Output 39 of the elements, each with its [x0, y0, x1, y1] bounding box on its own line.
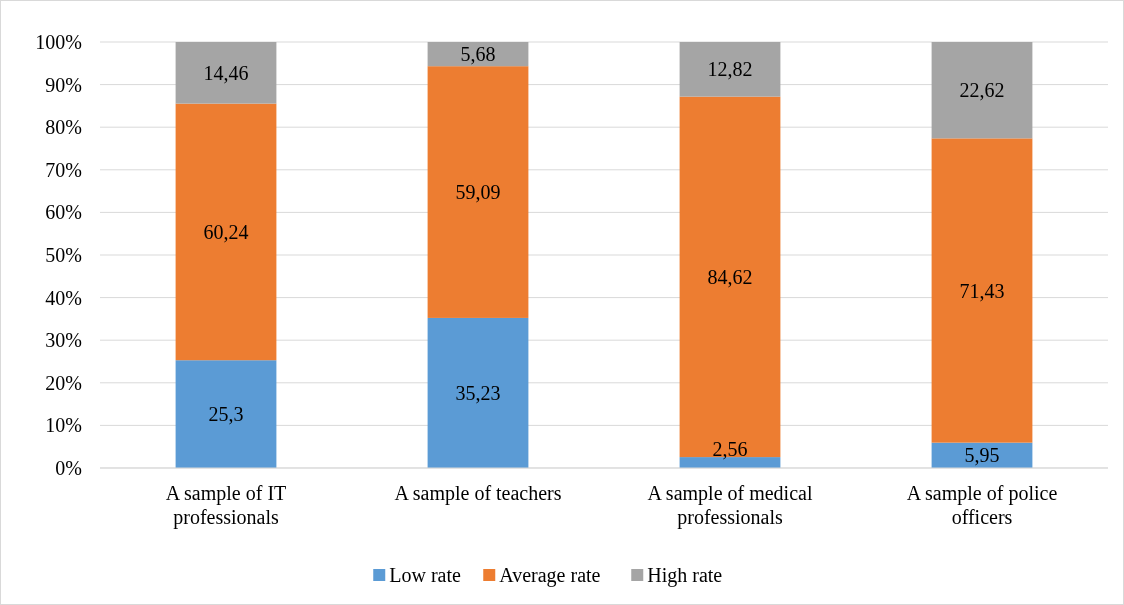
- y-tick-label: 50%: [45, 244, 82, 266]
- data-label: 2,56: [712, 438, 748, 461]
- y-tick-label: 10%: [45, 414, 82, 437]
- x-tick-label: A sample of medical professionals: [647, 482, 813, 529]
- bar: [175, 360, 277, 468]
- bar: [427, 317, 529, 468]
- bar: [931, 42, 1033, 139]
- y-tick-label: 0%: [55, 457, 82, 479]
- y-tick-label: 80%: [45, 116, 82, 139]
- data-label: 14,46: [203, 61, 249, 84]
- y-tick-label: 30%: [45, 329, 82, 352]
- data-label: 25,3: [208, 403, 244, 426]
- data-label: 60,24: [203, 220, 249, 243]
- data-label: 59,09: [455, 181, 501, 204]
- bar: [175, 103, 277, 361]
- data-label: 22,62: [959, 79, 1005, 102]
- legend-label: High rate: [647, 564, 723, 587]
- y-tick-label: 20%: [45, 371, 82, 394]
- bar: [931, 138, 1033, 443]
- y-tick-label: 100%: [35, 31, 82, 53]
- legend-label: Low rate: [389, 564, 461, 586]
- data-label: 5,68: [460, 43, 496, 66]
- data-label: 71,43: [959, 279, 1005, 302]
- y-tick-label: 90%: [45, 73, 82, 96]
- y-tick-label: 40%: [45, 286, 82, 309]
- bar: [679, 96, 781, 458]
- data-label: 5,95: [964, 444, 1000, 467]
- data-label: 35,23: [455, 381, 501, 404]
- y-tick-label: 60%: [45, 201, 82, 224]
- data-label: 12,82: [707, 58, 753, 81]
- y-tick-label: 70%: [45, 158, 82, 181]
- bar: [679, 42, 781, 97]
- x-tick-label: A sample of police officers: [906, 482, 1058, 528]
- bar: [175, 42, 277, 104]
- bar: [427, 66, 529, 318]
- data-label: 84,62: [707, 265, 753, 288]
- legend-label: Average rate: [499, 564, 601, 587]
- x-tick-label: A sample of IT professionals: [165, 482, 287, 529]
- x-tick-label: A sample of teachers: [394, 482, 562, 505]
